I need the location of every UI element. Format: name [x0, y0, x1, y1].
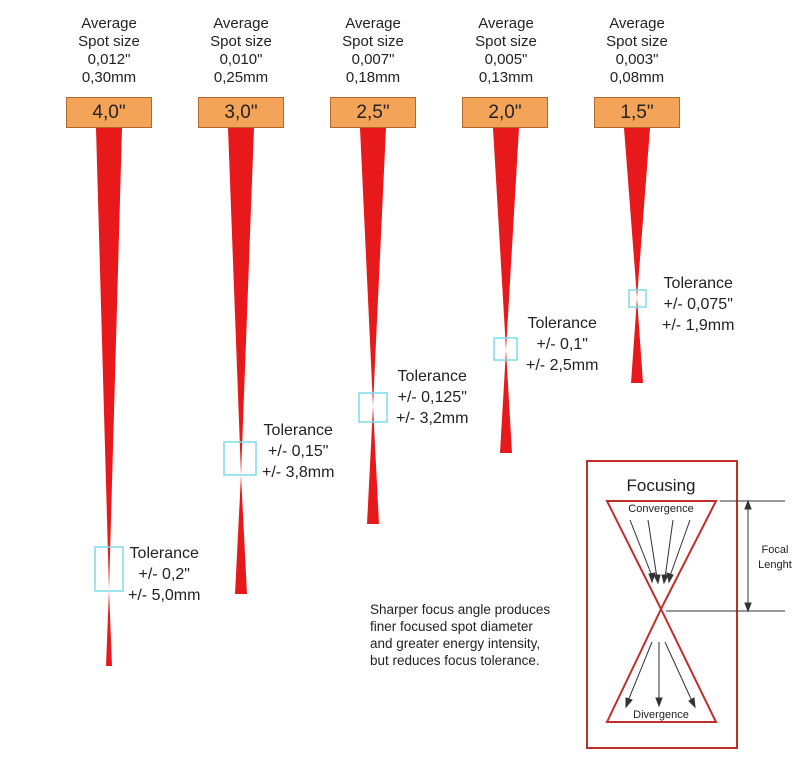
focal-label-line: Lenght	[758, 559, 792, 571]
spot-size-header-1-5: Average Spot size 0,003" 0,08mm	[582, 15, 692, 87]
note-line: but reduces focus tolerance.	[370, 653, 540, 668]
tolerance-label-2-5: Tolerance +/- 0,125" +/- 3,2mm	[396, 366, 468, 429]
spot-size-header-4-0: Average Spot size 0,012" 0,30mm	[54, 15, 164, 87]
laser-beam-2-5	[360, 128, 386, 524]
spot-size-line: Spot size	[210, 33, 272, 50]
convergence-label: Convergence	[628, 503, 694, 515]
spot-size-line: Average	[478, 15, 534, 32]
spot-size-inch: 0,007"	[351, 51, 395, 68]
laser-beam-3-0	[228, 128, 254, 594]
tolerance-label-4-0: Tolerance +/- 0,2" +/- 5,0mm	[128, 543, 200, 606]
divergence-label: Divergence	[633, 709, 689, 721]
tolerance-label-2-0: Tolerance +/- 0,1" +/- 2,5mm	[526, 313, 598, 376]
divergence-triangle	[605, 606, 718, 723]
spot-size-mm: 0,13mm	[478, 69, 534, 86]
focal-length-label-4-0: 4,0"	[66, 97, 152, 128]
spot-size-line: Average	[345, 15, 401, 32]
tolerance-inch: +/- 0,075"	[663, 296, 733, 313]
tolerance-mm: +/- 2,5mm	[526, 357, 599, 374]
focal-length-label-2-5: 2,5"	[330, 97, 416, 128]
tolerance-inch: +/- 0,1"	[536, 336, 588, 353]
spot-size-inch: 0,012"	[87, 51, 131, 68]
tolerance-box-1-5	[628, 289, 647, 308]
note-line: finer focused spot diameter	[370, 619, 533, 634]
spot-size-mm: 0,25mm	[213, 69, 269, 86]
laser-beam-2-0	[493, 128, 519, 453]
spot-size-line: Average	[213, 15, 269, 32]
laser-beam-4-0	[96, 128, 122, 666]
note-line: Sharper focus angle produces	[370, 602, 551, 617]
spot-size-mm: 0,08mm	[609, 69, 665, 86]
spot-size-line: Spot size	[606, 33, 668, 50]
spot-size-inch: 0,005"	[484, 51, 528, 68]
spot-size-header-2-0: Average Spot size 0,005" 0,13mm	[451, 15, 561, 87]
tolerance-title: Tolerance	[527, 315, 597, 332]
tolerance-title: Tolerance	[397, 368, 467, 385]
convergence-arrows	[629, 519, 691, 585]
spot-size-line: Spot size	[475, 33, 537, 50]
focal-length-dimension-label: Focal Lenght	[752, 543, 798, 573]
tolerance-label-1-5: Tolerance +/- 0,075" +/- 1,9mm	[662, 273, 734, 336]
laser-beam-1-5	[624, 128, 650, 383]
tolerance-inch: +/- 0,125"	[397, 389, 467, 406]
focal-length-dimension	[666, 499, 785, 613]
spot-size-mm: 0,18mm	[345, 69, 401, 86]
tolerance-box-2-0	[493, 337, 518, 361]
spot-size-line: Spot size	[342, 33, 404, 50]
spot-size-line: Average	[81, 15, 137, 32]
focal-length-label-3-0: 3,0"	[198, 97, 284, 128]
tolerance-title: Tolerance	[663, 275, 733, 292]
focal-length-label-1-5: 1,5"	[594, 97, 680, 128]
tolerance-label-3-0: Tolerance +/- 0,15" +/- 3,8mm	[262, 420, 334, 483]
tolerance-inch: +/- 0,2"	[138, 566, 190, 583]
spot-size-line: Average	[609, 15, 665, 32]
spot-size-header-3-0: Average Spot size 0,010" 0,25mm	[186, 15, 296, 87]
note-line: and greater energy intensity,	[370, 636, 541, 651]
tolerance-mm: +/- 3,8mm	[262, 464, 335, 481]
tolerance-mm: +/- 3,2mm	[396, 410, 469, 427]
focus-angle-note: Sharper focus angle produces finer focus…	[370, 601, 600, 669]
divergence-arrows	[625, 641, 696, 709]
tolerance-title: Tolerance	[129, 545, 199, 562]
tolerance-box-2-5	[358, 392, 388, 423]
spot-size-line: Spot size	[78, 33, 140, 50]
tolerance-title: Tolerance	[263, 422, 333, 439]
focal-label-line: Focal	[761, 544, 789, 556]
tolerance-mm: +/- 5,0mm	[128, 587, 201, 604]
spot-size-inch: 0,010"	[219, 51, 263, 68]
tolerance-mm: +/- 1,9mm	[662, 317, 735, 334]
tolerance-box-4-0	[94, 546, 124, 592]
inset-title: Focusing	[626, 476, 696, 495]
tolerance-box-3-0	[223, 441, 257, 476]
convergence-triangle	[605, 500, 718, 612]
tolerance-inch: +/- 0,15"	[268, 443, 329, 460]
focal-length-label-2-0: 2,0"	[462, 97, 548, 128]
spot-size-header-2-5: Average Spot size 0,007" 0,18mm	[318, 15, 428, 87]
spot-size-mm: 0,30mm	[81, 69, 137, 86]
spot-size-inch: 0,003"	[615, 51, 659, 68]
